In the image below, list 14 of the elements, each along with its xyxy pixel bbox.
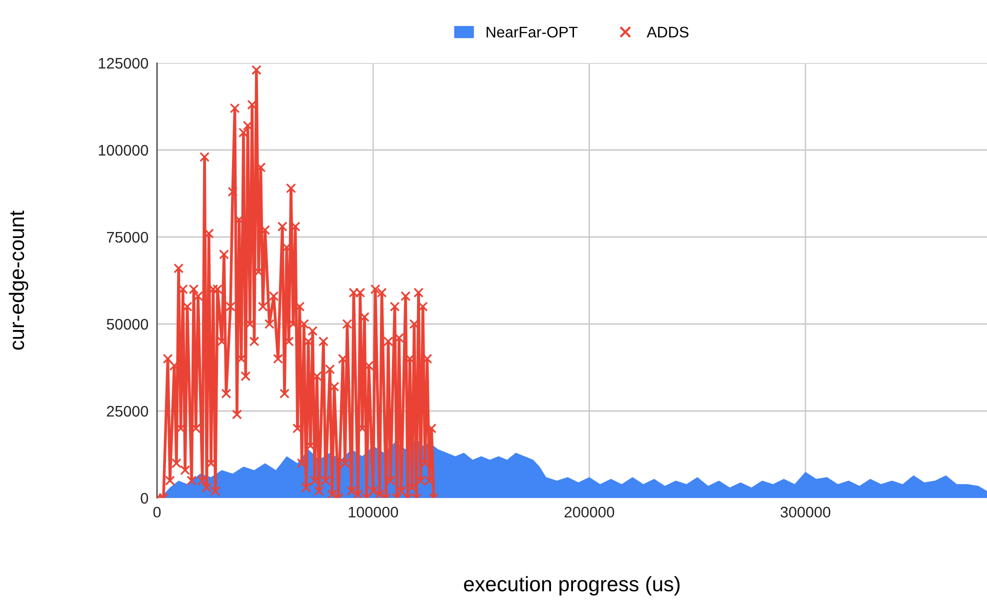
y-tick-label: 25000 bbox=[106, 406, 148, 417]
legend-label: ADDS bbox=[646, 26, 688, 38]
y-axis-title: cur-edge-count bbox=[8, 210, 28, 350]
x-tick-label: 200000 bbox=[564, 506, 614, 518]
y-tick-label: 125000 bbox=[98, 58, 148, 69]
x-axis-title: execution progress (us) bbox=[464, 576, 680, 596]
y-tick-label: 75000 bbox=[106, 232, 148, 243]
y-tick-label: 0 bbox=[140, 492, 148, 504]
legend-label: NearFar-OPT bbox=[486, 26, 578, 38]
x-tick-label: 0 bbox=[153, 506, 161, 518]
x-tick-label: 100000 bbox=[348, 506, 398, 518]
y-tick-label: 100000 bbox=[98, 144, 148, 156]
x-tick-label: 300000 bbox=[780, 506, 830, 518]
y-tick-label: 50000 bbox=[106, 318, 148, 330]
